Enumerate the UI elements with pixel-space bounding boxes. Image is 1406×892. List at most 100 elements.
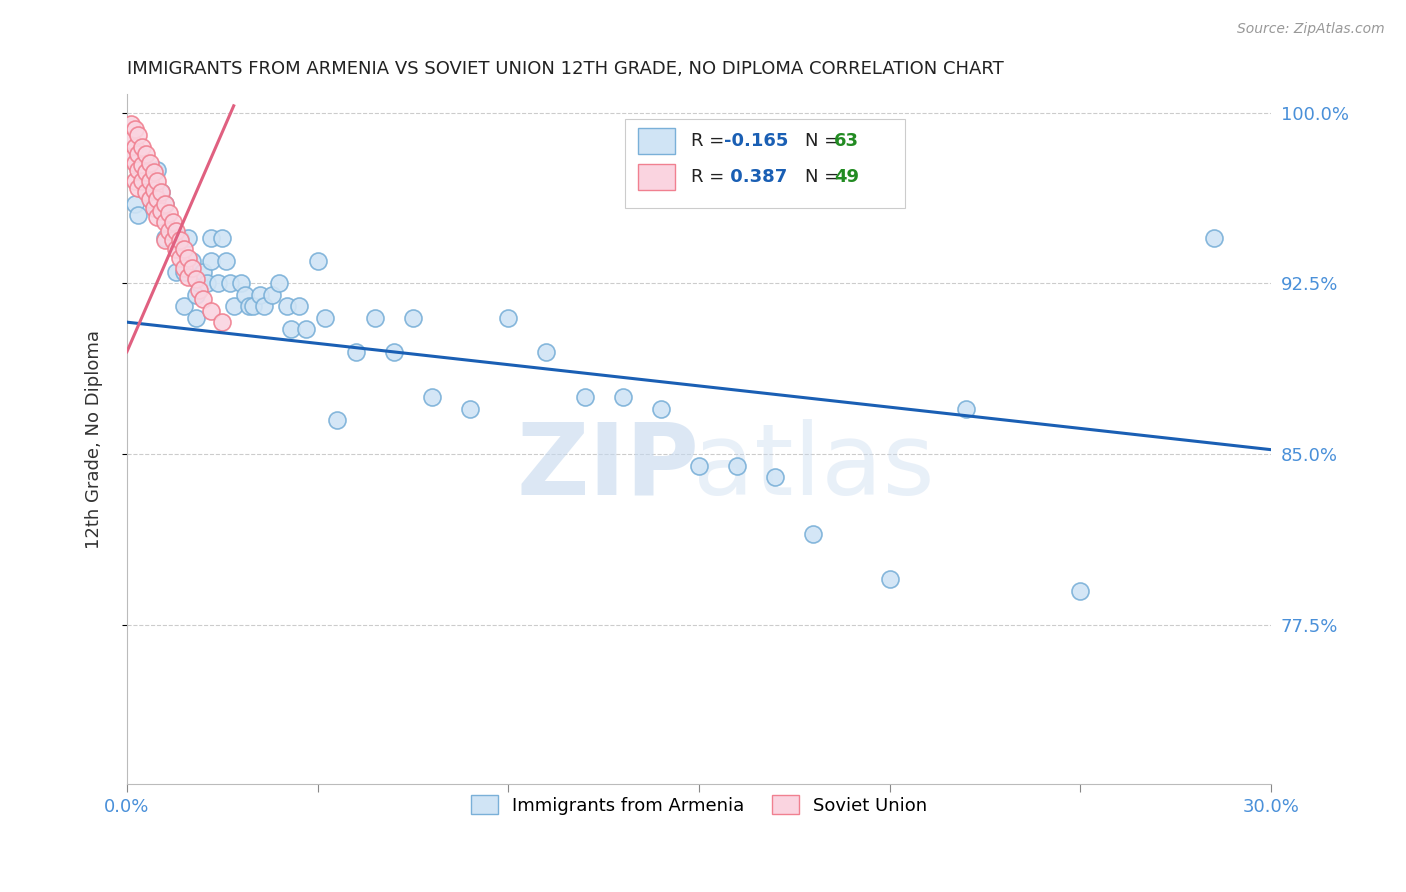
Point xyxy=(153,215,176,229)
Point xyxy=(153,196,176,211)
Point xyxy=(803,527,825,541)
Point xyxy=(242,299,264,313)
Point xyxy=(169,252,191,266)
Point xyxy=(276,299,298,313)
Text: 0.387: 0.387 xyxy=(724,169,787,186)
Legend: Immigrants from Armenia, Soviet Union: Immigrants from Armenia, Soviet Union xyxy=(461,787,936,823)
Point xyxy=(127,181,149,195)
Point xyxy=(142,183,165,197)
Point xyxy=(166,265,188,279)
Point xyxy=(725,458,748,473)
Point xyxy=(307,253,329,268)
Point xyxy=(162,233,184,247)
Point xyxy=(120,117,142,131)
Text: R =: R = xyxy=(690,132,730,151)
Text: 49: 49 xyxy=(834,169,859,186)
Point xyxy=(188,283,211,297)
Point xyxy=(269,277,291,291)
Point xyxy=(173,299,195,313)
Point xyxy=(139,174,162,188)
Point xyxy=(162,231,184,245)
Point xyxy=(139,155,162,169)
Point xyxy=(184,272,207,286)
FancyBboxPatch shape xyxy=(638,128,675,154)
Point xyxy=(688,458,710,473)
Point xyxy=(124,140,146,154)
Point xyxy=(193,265,215,279)
Point xyxy=(280,322,302,336)
Point xyxy=(127,146,149,161)
Point xyxy=(173,260,195,275)
Text: atlas: atlas xyxy=(693,418,934,516)
Point xyxy=(498,310,520,325)
Point xyxy=(763,470,786,484)
Point xyxy=(184,310,207,325)
Point xyxy=(253,299,276,313)
Point xyxy=(238,299,260,313)
Point xyxy=(184,288,207,302)
Point xyxy=(150,186,173,200)
Point xyxy=(260,288,283,302)
Point xyxy=(124,121,146,136)
Point xyxy=(177,231,200,245)
Point xyxy=(344,344,367,359)
Point xyxy=(180,260,202,275)
Text: IMMIGRANTS FROM ARMENIA VS SOVIET UNION 12TH GRADE, NO DIPLOMA CORRELATION CHART: IMMIGRANTS FROM ARMENIA VS SOVIET UNION … xyxy=(127,60,1004,78)
Point xyxy=(146,174,169,188)
Text: -0.165: -0.165 xyxy=(724,132,789,151)
Point xyxy=(222,299,245,313)
Point xyxy=(193,293,215,307)
Point xyxy=(207,277,229,291)
Point xyxy=(211,315,233,329)
Point xyxy=(157,224,180,238)
Point xyxy=(127,162,149,177)
Text: N =: N = xyxy=(806,169,845,186)
Point xyxy=(173,242,195,256)
Point xyxy=(200,231,222,245)
Text: 63: 63 xyxy=(834,132,859,151)
Point xyxy=(142,202,165,216)
Point xyxy=(120,133,142,147)
Point xyxy=(150,203,173,218)
Text: ZIP: ZIP xyxy=(516,418,699,516)
Point xyxy=(142,165,165,179)
Point xyxy=(574,390,596,404)
Point xyxy=(188,277,211,291)
Point xyxy=(153,196,176,211)
Point xyxy=(177,252,200,266)
Point xyxy=(146,162,169,177)
Point xyxy=(233,288,256,302)
Point xyxy=(131,158,153,172)
Point xyxy=(131,140,153,154)
Point xyxy=(219,277,242,291)
Point xyxy=(177,269,200,284)
Point xyxy=(650,401,672,416)
Point xyxy=(135,165,157,179)
Text: Source: ZipAtlas.com: Source: ZipAtlas.com xyxy=(1237,22,1385,37)
Point xyxy=(458,401,481,416)
Point xyxy=(200,303,222,318)
Point xyxy=(364,310,387,325)
Point xyxy=(135,174,157,188)
Point xyxy=(127,128,149,143)
Point xyxy=(169,233,191,247)
Point xyxy=(295,322,318,336)
Point xyxy=(169,231,191,245)
Point xyxy=(124,196,146,211)
Point xyxy=(120,151,142,165)
Point xyxy=(166,231,188,245)
Point xyxy=(166,242,188,256)
Text: N =: N = xyxy=(806,132,845,151)
Point xyxy=(162,215,184,229)
Point xyxy=(955,401,977,416)
Point xyxy=(173,265,195,279)
Point xyxy=(146,192,169,206)
Point xyxy=(142,196,165,211)
Point xyxy=(150,186,173,200)
Point xyxy=(146,211,169,225)
Point xyxy=(124,155,146,169)
Point xyxy=(1202,231,1225,245)
Point xyxy=(325,413,347,427)
Point xyxy=(231,277,253,291)
Point xyxy=(166,224,188,238)
